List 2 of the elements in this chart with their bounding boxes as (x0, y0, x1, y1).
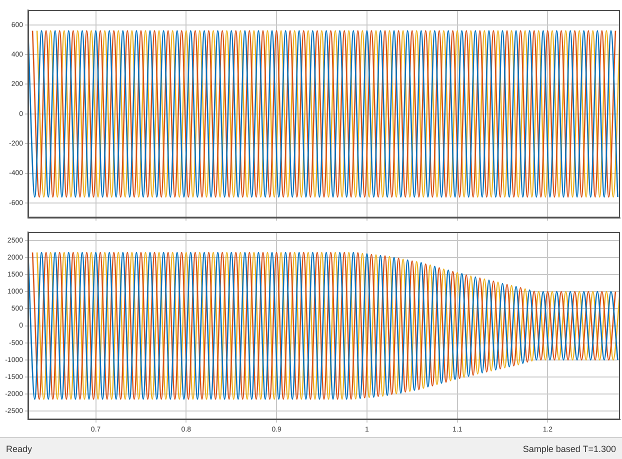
text: Ready (6, 444, 32, 454)
text: Sample based T=1.300 (522, 444, 616, 454)
